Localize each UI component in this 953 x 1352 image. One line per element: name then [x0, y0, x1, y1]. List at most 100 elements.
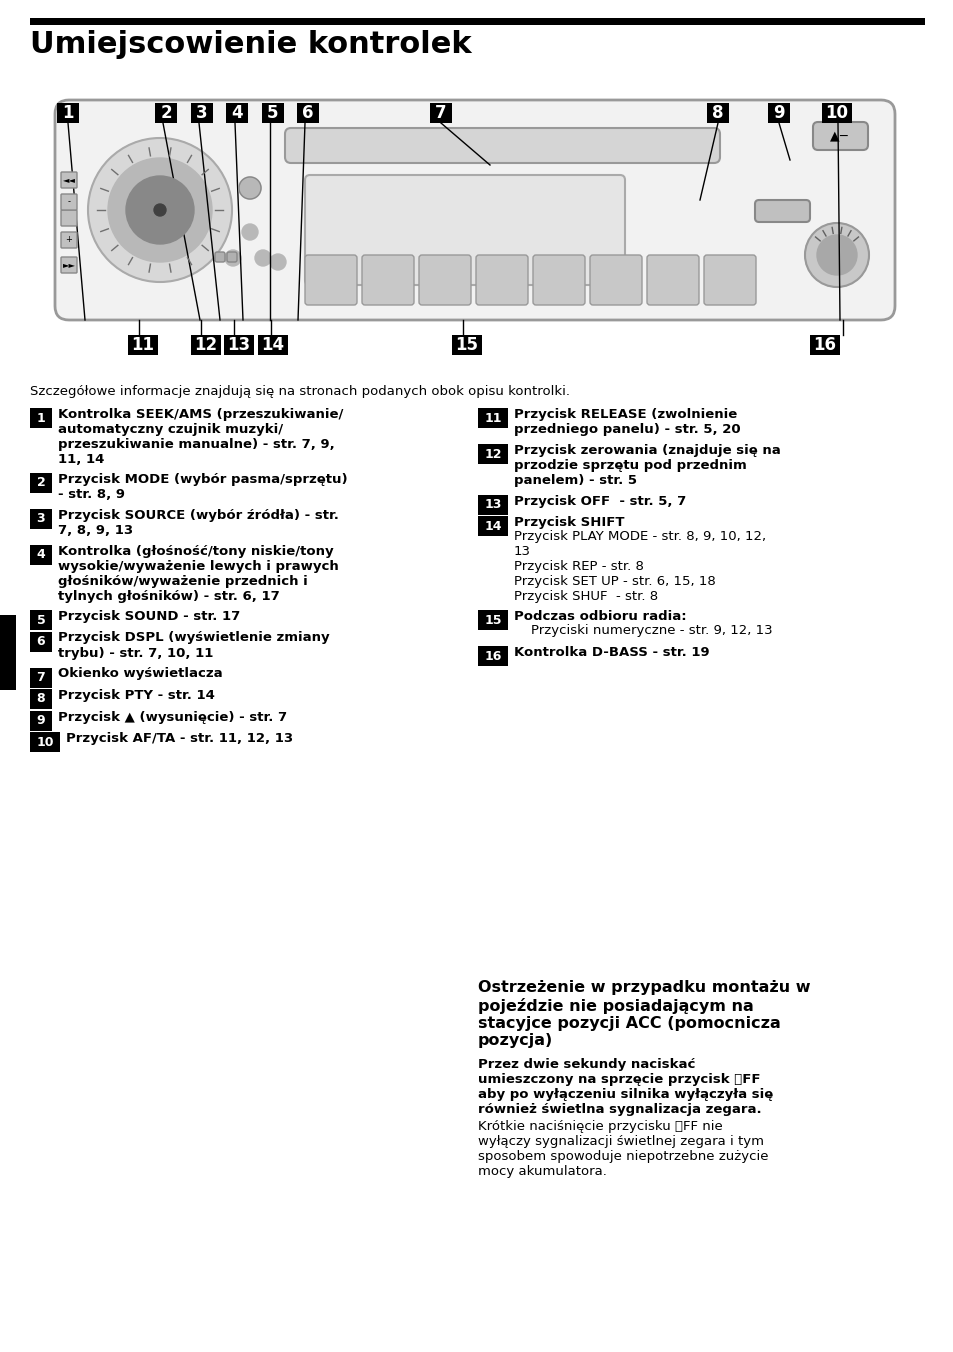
Text: 1: 1 — [36, 411, 46, 425]
Circle shape — [270, 254, 286, 270]
Bar — [191, 335, 221, 356]
Bar — [30, 668, 52, 688]
Text: 7: 7 — [435, 104, 446, 122]
Bar — [257, 335, 288, 356]
FancyBboxPatch shape — [533, 256, 584, 306]
Text: 9: 9 — [36, 714, 45, 727]
FancyBboxPatch shape — [61, 257, 77, 273]
Circle shape — [816, 235, 856, 274]
Text: 13: 13 — [484, 498, 501, 511]
Text: 5: 5 — [267, 104, 278, 122]
Bar — [477, 443, 507, 464]
Text: 3: 3 — [36, 512, 45, 526]
Text: Przycisk PLAY MODE - str. 8, 9, 10, 12,
13
Przycisk REP - str. 8
Przycisk SET UP: Przycisk PLAY MODE - str. 8, 9, 10, 12, … — [514, 530, 765, 603]
Text: 16: 16 — [813, 337, 836, 354]
Bar — [262, 103, 284, 123]
Text: 7: 7 — [36, 671, 46, 684]
Text: Przycisk ▲ (wysunięcie) - str. 7: Przycisk ▲ (wysunięcie) - str. 7 — [58, 711, 287, 723]
Bar — [30, 545, 52, 565]
FancyBboxPatch shape — [305, 256, 356, 306]
Bar — [430, 103, 452, 123]
Circle shape — [242, 224, 257, 241]
FancyBboxPatch shape — [61, 193, 77, 210]
Text: 15: 15 — [484, 614, 501, 626]
Text: 13: 13 — [227, 337, 251, 354]
Text: 14: 14 — [484, 519, 501, 533]
FancyBboxPatch shape — [227, 251, 236, 262]
Circle shape — [153, 204, 166, 216]
Text: 16: 16 — [484, 649, 501, 662]
Bar — [477, 408, 507, 429]
Bar — [30, 631, 52, 652]
Text: 3: 3 — [196, 104, 208, 122]
Circle shape — [126, 176, 193, 243]
Bar — [821, 103, 851, 123]
Bar — [30, 508, 52, 529]
Text: 9: 9 — [772, 104, 784, 122]
Bar — [30, 690, 52, 708]
Text: Przycisk SOURCE (wybór źródła) - str.
7, 8, 9, 13: Przycisk SOURCE (wybór źródła) - str. 7,… — [58, 508, 338, 537]
FancyBboxPatch shape — [476, 256, 527, 306]
Circle shape — [239, 177, 261, 199]
Text: 2: 2 — [36, 476, 46, 489]
Text: Przycisk DSPL (wyświetlenie zmiany
trybu) - str. 7, 10, 11: Przycisk DSPL (wyświetlenie zmiany trybu… — [58, 631, 330, 660]
Bar — [191, 103, 213, 123]
Bar — [224, 335, 253, 356]
Circle shape — [88, 138, 232, 283]
Text: Krótkie naciśnięcie przycisku ⓞFF nie
wyłączy sygnalizacji świetlnej zegara i ty: Krótkie naciśnięcie przycisku ⓞFF nie wy… — [477, 1119, 768, 1178]
Text: +: + — [66, 235, 72, 245]
Text: Ostrzeżenie w przypadku montażu w
pojeździe nie posiadającym na
stacyjce pozycji: Ostrzeżenie w przypadku montażu w pojeźd… — [477, 980, 810, 1048]
Bar — [706, 103, 728, 123]
Text: 12: 12 — [484, 448, 501, 461]
Text: 2: 2 — [160, 104, 172, 122]
Text: -: - — [68, 197, 71, 207]
Text: Przycisk RELEASE (zwolnienie
przedniego panelu) - str. 5, 20: Przycisk RELEASE (zwolnienie przedniego … — [514, 408, 740, 435]
Text: 11: 11 — [484, 411, 501, 425]
Text: Przycisk MODE (wybór pasma/sprzętu)
- str. 8, 9: Przycisk MODE (wybór pasma/sprzętu) - st… — [58, 473, 347, 502]
FancyBboxPatch shape — [646, 256, 699, 306]
Text: 12: 12 — [194, 337, 217, 354]
Bar — [30, 731, 60, 752]
Bar — [767, 103, 789, 123]
Bar — [30, 18, 924, 24]
Text: ▲−: ▲− — [829, 130, 849, 142]
Text: Umiejscowienie kontrolek: Umiejscowienie kontrolek — [30, 30, 471, 59]
Bar — [477, 495, 507, 515]
FancyBboxPatch shape — [589, 256, 641, 306]
Text: 6: 6 — [302, 104, 314, 122]
FancyBboxPatch shape — [361, 256, 414, 306]
Text: Kontrolka SEEK/AMS (przeszukiwanie/
automatyczny czujnik muzyki/
przeszukiwanie : Kontrolka SEEK/AMS (przeszukiwanie/ auto… — [58, 408, 343, 466]
Bar — [226, 103, 248, 123]
FancyBboxPatch shape — [703, 256, 755, 306]
Text: Szczegółowe informacje znajdują się na stronach podanych obok opisu kontrolki.: Szczegółowe informacje znajdują się na s… — [30, 385, 569, 397]
Bar — [30, 408, 52, 429]
Text: Kontrolka (głośność/tony niskie/tony
wysokie/wyważenie lewych i prawych
głośnikó: Kontrolka (głośność/tony niskie/tony wys… — [58, 545, 338, 603]
Text: Podczas odbioru radia:: Podczas odbioru radia: — [514, 610, 686, 623]
Bar — [57, 103, 79, 123]
Circle shape — [225, 250, 241, 266]
Text: 8: 8 — [36, 692, 45, 706]
Bar — [477, 516, 507, 535]
FancyBboxPatch shape — [305, 174, 624, 285]
FancyBboxPatch shape — [214, 251, 225, 262]
Text: 10: 10 — [824, 104, 847, 122]
Text: Przycisk zerowania (znajduje się na
przodzie sprzętu pod przednim
panelem) - str: Przycisk zerowania (znajduje się na przo… — [514, 443, 780, 487]
Circle shape — [254, 250, 271, 266]
Bar — [30, 610, 52, 630]
Text: Okienko wyświetlacza: Okienko wyświetlacza — [58, 668, 222, 680]
Bar — [809, 335, 840, 356]
FancyBboxPatch shape — [754, 200, 809, 222]
FancyBboxPatch shape — [285, 128, 720, 164]
Text: 1: 1 — [62, 104, 73, 122]
Bar — [30, 473, 52, 493]
Text: ►►: ►► — [63, 261, 75, 269]
Text: 15: 15 — [455, 337, 478, 354]
Text: Przycisk AF/TA - str. 11, 12, 13: Przycisk AF/TA - str. 11, 12, 13 — [66, 731, 293, 745]
Bar — [452, 335, 481, 356]
Text: Przycisk OFF  - str. 5, 7: Przycisk OFF - str. 5, 7 — [514, 495, 685, 507]
Circle shape — [804, 223, 868, 287]
Text: 14: 14 — [261, 337, 284, 354]
FancyBboxPatch shape — [61, 172, 77, 188]
Text: 8: 8 — [712, 104, 723, 122]
Text: 10: 10 — [36, 735, 53, 749]
